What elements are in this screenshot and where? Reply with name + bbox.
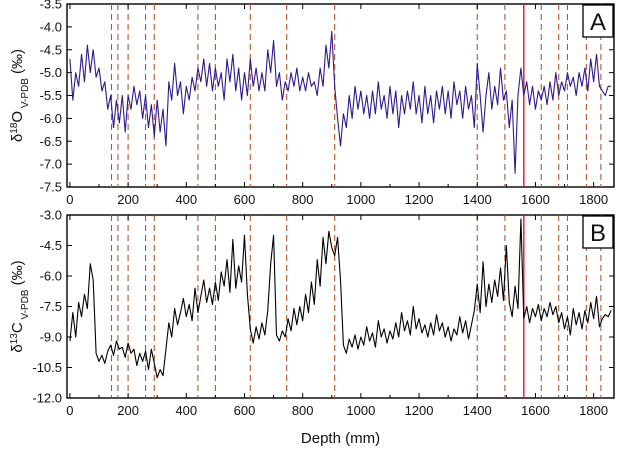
- panel-letter-box: [582, 4, 614, 38]
- x-axis-title: Depth (mm): [301, 430, 380, 447]
- x-tick-label: 1200: [405, 192, 434, 207]
- series-line: [69, 218, 612, 379]
- y-tick-label: -6.0: [40, 111, 62, 126]
- plot-frame: [66, 214, 615, 399]
- x-tick-label: 800: [292, 192, 314, 207]
- x-tick-label: 400: [175, 192, 197, 207]
- chart-panel-b: 0 200 400 600 800 1000 1200 1400 1600 1800 -3.0 -4.…: [9, 208, 615, 447]
- y-tick-label: -5.0: [40, 65, 62, 80]
- y-tick-label: -4.0: [40, 19, 62, 34]
- y-tick-label: -3.5: [40, 0, 62, 12]
- y-tick-label: -3.0: [40, 208, 62, 223]
- x-tick-label: 1600: [521, 403, 550, 418]
- x-tick-label: 1400: [463, 192, 492, 207]
- y-tick-label: -10.5: [32, 360, 62, 375]
- x-tick-label: 600: [234, 192, 256, 207]
- y-tick-label: -4.5: [40, 42, 62, 57]
- x-tick-label: 1000: [346, 403, 375, 418]
- x-tick-label: 200: [117, 192, 139, 207]
- x-tick-label: 1200: [405, 403, 434, 418]
- y-tick-label: -12.0: [32, 391, 62, 406]
- y-tick-label: -4.5: [40, 238, 62, 253]
- chart-panel-a: 0 200 400 600 800 1000 1200 1400 1600 1800 -3.5 -4.…: [9, 0, 615, 207]
- x-tick-label: 1400: [463, 403, 492, 418]
- x-tick-label: 1800: [579, 192, 608, 207]
- panel-letter-box: [582, 215, 614, 249]
- x-tick-label: 600: [234, 403, 256, 418]
- x-tick-label: 800: [292, 403, 314, 418]
- y-tick-label: -6.0: [40, 269, 62, 284]
- y-tick-label: -5.5: [40, 88, 62, 103]
- y-axis-title: δ18O V-PDB (‰): [9, 49, 31, 142]
- y-tick-label: -7.5: [40, 299, 62, 314]
- y-tick-label: -6.5: [40, 134, 62, 149]
- x-tick-label: 200: [117, 403, 139, 418]
- y-tick-label: -7.0: [40, 157, 62, 172]
- x-tick-label: 400: [175, 403, 197, 418]
- x-tick-label: 1800: [579, 403, 608, 418]
- plot-frame: [66, 3, 615, 188]
- panel-letter: A: [590, 9, 606, 36]
- panel-letter: B: [590, 220, 606, 247]
- y-axis-title: δ13C V-PDB (‰): [9, 260, 31, 352]
- y-tick-label: -9.0: [40, 330, 62, 345]
- y-tick-label: -7.5: [40, 180, 62, 195]
- x-tick-label: 1000: [346, 192, 375, 207]
- x-tick-label: 0: [66, 403, 73, 418]
- series-line: [69, 30, 612, 174]
- x-tick-label: 1600: [521, 192, 550, 207]
- x-tick-label: 0: [66, 192, 73, 207]
